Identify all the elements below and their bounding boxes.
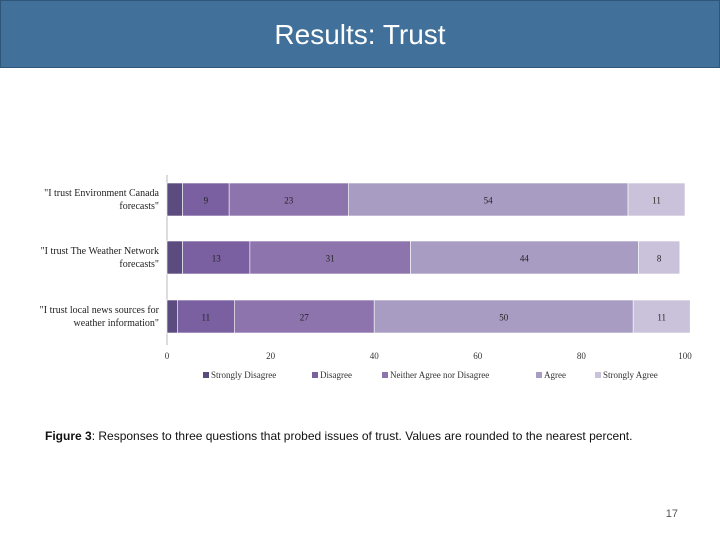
bar-segment [627,182,686,217]
data-label: 44 [520,254,530,264]
bar-segment [234,299,375,334]
x-tick-label: 80 [577,351,587,361]
caption-label: Figure 3 [45,429,92,443]
x-tick-label: 0 [165,351,170,361]
bar-segment [228,182,349,217]
x-tick-label: 100 [678,351,692,361]
legend-swatch [382,372,388,378]
figure-caption: Figure 3: Responses to three questions t… [45,429,705,443]
data-label: 8 [657,254,662,264]
data-label: 23 [284,196,294,206]
category-label: "I trust local news sources for [40,305,160,316]
title-bar: Results: Trust [0,0,720,68]
data-label: 27 [300,313,310,323]
data-label: 9 [204,196,209,206]
data-label: 11 [202,313,211,323]
category-label: "I trust Environment Canada [44,188,159,199]
category-label: forecasts" [119,201,159,212]
legend-entry: Strongly Disagree [211,370,276,380]
bar-segment [166,299,178,334]
bar-segment [177,299,235,334]
bar-segment [166,182,183,217]
legend-entry: Neither Agree nor Disagree [390,370,489,380]
bar-segment [347,182,629,217]
legend-swatch [203,372,209,378]
data-label: 50 [499,313,509,323]
page-number: 17 [665,508,678,520]
data-label: 11 [652,196,661,206]
bar-segment [638,240,681,275]
x-tick-label: 40 [370,351,380,361]
data-label: 54 [484,196,494,206]
legend-swatch [312,372,318,378]
category-label: forecasts" [119,259,159,270]
legend-entry: Disagree [320,370,352,380]
x-tick-label: 20 [266,351,276,361]
caption-text: : Responses to three questions that prob… [91,429,633,443]
legend-swatch [595,372,601,378]
stacked-bar-chart: "I trust Environment Canada forecasts" 9 23… [40,175,692,380]
data-label: 11 [657,313,666,323]
x-tick-label: 60 [473,351,483,361]
data-label: 31 [326,254,335,264]
bar-segment [249,240,411,275]
bar-segment [632,299,691,334]
legend-swatch [536,372,542,378]
legend-entry: Strongly Agree [603,370,658,380]
bar-segment [166,240,183,275]
data-label: 13 [212,254,222,264]
category-label: weather information" [74,318,159,329]
slide-title: Results: Trust [274,19,446,50]
bar-segment [373,299,634,334]
legend-entry: Agree [544,370,566,380]
category-label: "I trust The Weather Network [41,246,159,257]
